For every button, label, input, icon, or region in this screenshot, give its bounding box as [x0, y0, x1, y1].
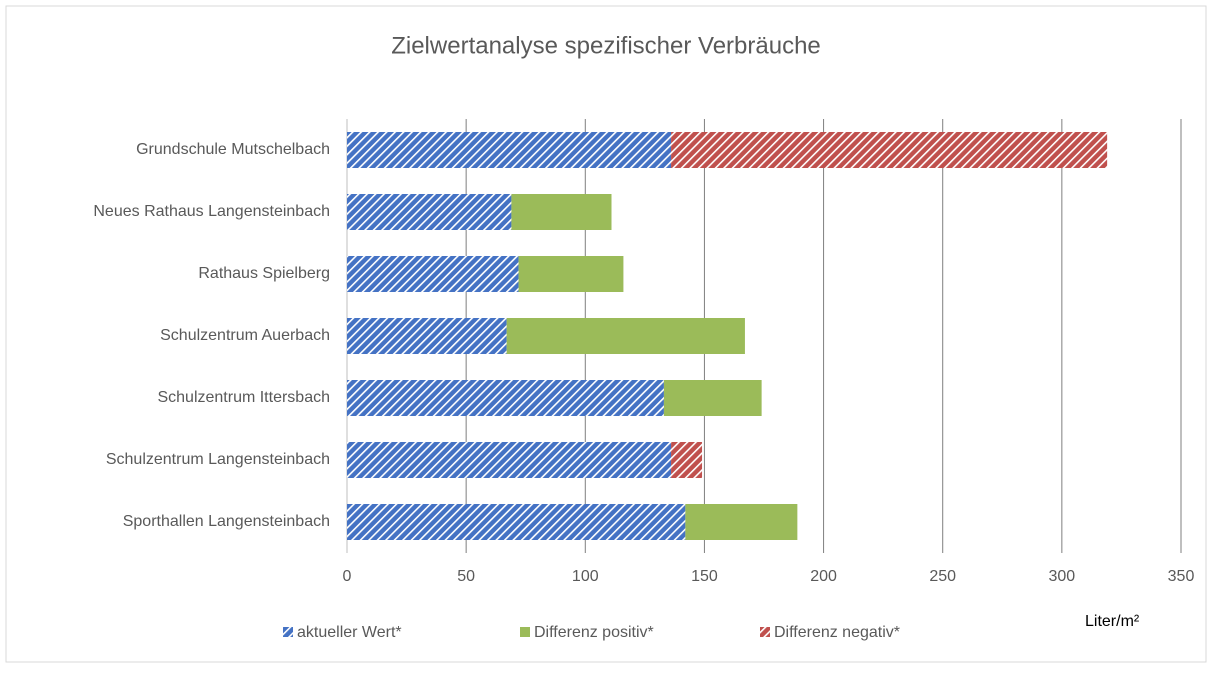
legend-swatch	[520, 627, 530, 637]
legend-label: aktueller Wert*	[297, 624, 402, 641]
bar-segment	[347, 380, 664, 416]
y-tick-label: Grundschule Mutschelbach	[136, 141, 330, 158]
x-tick-label: 150	[691, 568, 718, 585]
legend-label: Differenz negativ*	[774, 624, 900, 641]
x-tick-label: 0	[343, 568, 352, 585]
x-tick-label: 100	[572, 568, 599, 585]
x-axis-label: Liter/m²	[1085, 613, 1140, 630]
legend-label: Differenz positiv*	[534, 624, 654, 641]
y-tick-label: Schulzentrum Langensteinbach	[106, 451, 330, 468]
bar-segment	[671, 442, 703, 478]
bar-segment	[347, 318, 507, 354]
bar-segment	[663, 380, 762, 416]
legend-swatch	[283, 627, 293, 637]
bar-segment	[518, 256, 624, 292]
x-tick-label: 250	[929, 568, 956, 585]
legend-swatch	[760, 627, 770, 637]
bar-segment	[347, 504, 686, 540]
bar-segment	[347, 194, 512, 230]
x-tick-label: 300	[1049, 568, 1076, 585]
x-tick-label: 50	[457, 568, 475, 585]
bar-segment	[685, 504, 798, 540]
x-tick-label: 200	[810, 568, 837, 585]
bar-segment	[347, 256, 519, 292]
bar-segment	[347, 442, 672, 478]
y-tick-label: Rathaus Spielberg	[198, 265, 330, 282]
chart-title: Zielwertanalyse spezifischer Verbräuche	[391, 32, 821, 59]
y-tick-label: Schulzentrum Auerbach	[160, 327, 330, 344]
x-tick-label: 350	[1168, 568, 1195, 585]
bar-segment	[347, 132, 672, 168]
bar-segment	[506, 318, 745, 354]
bar-segment	[511, 194, 612, 230]
bar-segment	[671, 132, 1108, 168]
y-tick-label: Sporthallen Langensteinbach	[123, 513, 330, 530]
y-tick-label: Schulzentrum Ittersbach	[157, 389, 330, 406]
y-tick-label: Neues Rathaus Langensteinbach	[93, 203, 330, 220]
